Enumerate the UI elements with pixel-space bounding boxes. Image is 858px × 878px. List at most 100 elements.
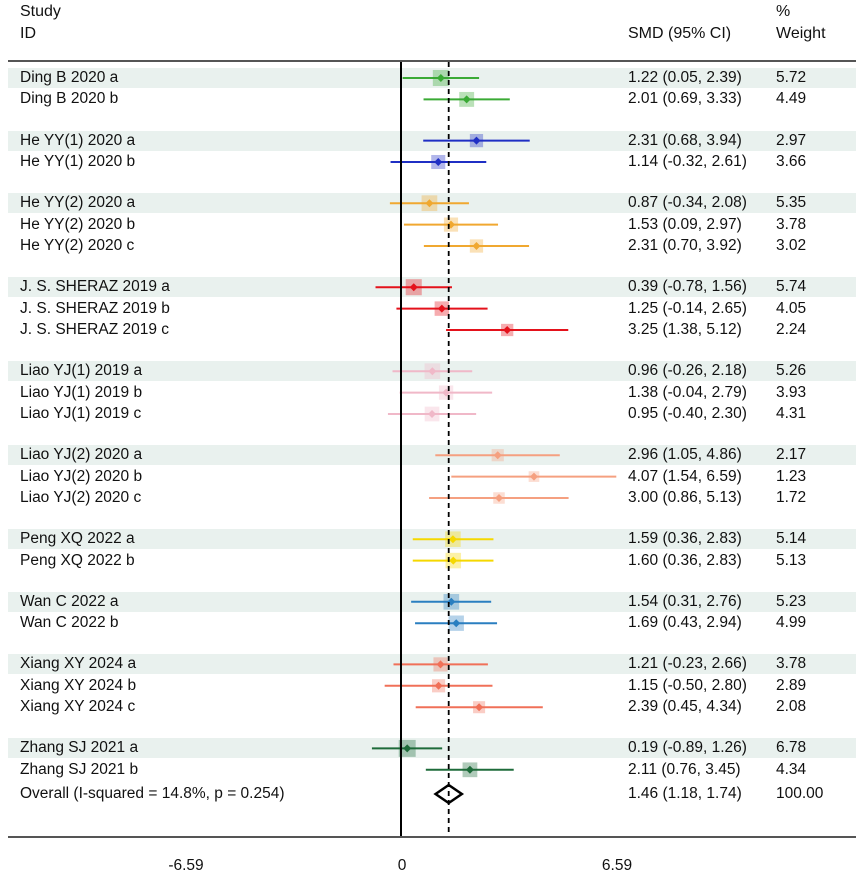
smd-ci-value: 2.11 (0.76, 3.45) (628, 760, 741, 778)
smd-ci-value: 1.54 (0.31, 2.76) (628, 592, 742, 610)
weight-value: 1.72 (776, 489, 807, 506)
study-label: Liao YJ(2) 2020 b (20, 467, 143, 485)
study-label: Ding B 2020 b (20, 90, 119, 108)
weight-value: 4.34 (776, 760, 807, 778)
smd-ci-value: 1.15 (-0.50, 2.80) (628, 676, 747, 694)
study-header: Study (20, 3, 61, 20)
study-label: He YY(2) 2020 b (20, 215, 136, 233)
point-estimate (472, 136, 481, 145)
weight-value: 5.13 (776, 551, 807, 569)
weight-value: 1.23 (776, 467, 807, 485)
overall-ci-value: 1.46 (1.18, 1.74) (628, 785, 742, 802)
weight-value: 5.23 (776, 592, 807, 610)
weight-value: 5.26 (776, 362, 807, 380)
point-estimate (465, 765, 474, 774)
study-label: Zhang SJ 2021 a (20, 739, 139, 757)
overall-label: Overall (I-squared = 14.8%, p = 0.254) (20, 785, 285, 802)
smd-ci-value: 0.19 (-0.89, 1.26) (628, 739, 747, 757)
x-tick-label: 6.59 (601, 857, 633, 874)
ci-header: SMD (95% CI) (628, 25, 732, 42)
point-estimate (409, 283, 418, 292)
point-estimate (462, 95, 471, 104)
study-label: Ding B 2020 a (20, 69, 119, 86)
x-tick-label: 0 (397, 857, 407, 874)
study-label: Peng XQ 2022 b (20, 551, 135, 569)
study-label: He YY(1) 2020 b (20, 153, 136, 170)
study-label: He YY(2) 2020 c (20, 237, 135, 254)
id-header: ID (20, 25, 36, 42)
x-tick-label: -6.59 (168, 857, 204, 874)
point-estimate (437, 304, 446, 313)
point-estimate (475, 703, 484, 712)
smd-ci-value: 2.01 (0.69, 3.33) (628, 90, 742, 108)
smd-ci-value: 3.25 (1.38, 5.12) (628, 321, 742, 338)
weight-value: 4.31 (776, 405, 807, 422)
weight-value: 3.66 (776, 153, 807, 170)
smd-ci-value: 1.38 (-0.04, 2.79) (628, 383, 747, 401)
point-estimate (425, 199, 434, 208)
point-estimate (529, 472, 538, 481)
weight-value: 3.78 (776, 655, 807, 673)
smd-ci-value: 0.87 (-0.34, 2.08) (628, 194, 747, 212)
point-estimate (434, 158, 443, 166)
study-label: Wan C 2022 a (20, 592, 119, 610)
smd-ci-value: 1.21 (-0.23, 2.66) (628, 655, 747, 673)
smd-ci-value: 1.69 (0.43, 2.94) (628, 614, 742, 632)
weight-value: 4.49 (776, 90, 807, 108)
weight-value: 5.72 (776, 69, 807, 86)
point-estimate (403, 744, 412, 753)
point-estimate (436, 660, 445, 669)
point-estimate (428, 410, 437, 418)
point-estimate (436, 74, 445, 82)
weight-value: 2.89 (776, 676, 807, 694)
weight-value: 4.99 (776, 614, 807, 632)
weight-value: 3.78 (776, 215, 807, 233)
weight-value: 2.97 (776, 131, 807, 149)
weight-value: 5.74 (776, 278, 807, 296)
smd-ci-value: 2.31 (0.68, 3.94) (628, 131, 742, 149)
weight-value: 5.35 (776, 194, 807, 212)
top-rule (8, 60, 856, 62)
point-estimate (472, 242, 481, 250)
point-estimate (503, 326, 512, 334)
point-estimate (452, 619, 461, 628)
smd-ci-value: 2.31 (0.70, 3.92) (628, 237, 742, 254)
smd-ci-value: 1.59 (0.36, 2.83) (628, 530, 742, 548)
smd-ci-value: 2.96 (1.05, 4.86) (628, 446, 742, 464)
point-estimate (448, 535, 457, 544)
weight-value: 2.08 (776, 698, 807, 716)
smd-ci-value: 0.96 (-0.26, 2.18) (628, 362, 747, 380)
study-label: Peng XQ 2022 a (20, 530, 135, 548)
study-label: J. S. SHERAZ 2019 a (20, 278, 170, 296)
study-label: Liao YJ(2) 2020 c (20, 489, 142, 506)
study-label: Liao YJ(2) 2020 a (20, 446, 143, 464)
study-label: J. S. SHERAZ 2019 c (20, 321, 170, 338)
weight-value: 3.02 (776, 237, 807, 254)
study-label: Liao YJ(1) 2019 b (20, 383, 143, 401)
group-band (8, 445, 856, 466)
study-label: J. S. SHERAZ 2019 b (20, 299, 170, 317)
point-estimate (449, 556, 458, 565)
study-label: Wan C 2022 b (20, 614, 119, 632)
weight-value: 2.17 (776, 446, 807, 464)
study-label: He YY(1) 2020 a (20, 131, 136, 149)
smd-ci-value: 1.14 (-0.32, 2.61) (628, 153, 747, 170)
weight-percent-header: % (776, 3, 791, 20)
study-label: He YY(2) 2020 a (20, 194, 136, 212)
weight-value: 4.05 (776, 299, 807, 317)
bottom-rule (8, 836, 856, 838)
smd-ci-value: 1.25 (-0.14, 2.65) (628, 299, 747, 317)
smd-ci-value: 0.39 (-0.78, 1.56) (628, 278, 747, 296)
study-label: Liao YJ(1) 2019 c (20, 405, 142, 422)
overall-weight-value: 100.00 (776, 785, 824, 802)
study-label: Xiang XY 2024 a (20, 655, 137, 673)
smd-ci-value: 1.53 (0.09, 2.97) (628, 215, 742, 233)
point-estimate (495, 494, 504, 502)
study-label: Liao YJ(1) 2019 a (20, 362, 143, 380)
point-estimate (428, 367, 437, 376)
study-label: Zhang SJ 2021 b (20, 760, 139, 778)
smd-ci-value: 3.00 (0.86, 5.13) (628, 489, 742, 506)
weight-value: 5.14 (776, 530, 807, 548)
smd-ci-value: 2.39 (0.45, 4.34) (628, 698, 742, 716)
